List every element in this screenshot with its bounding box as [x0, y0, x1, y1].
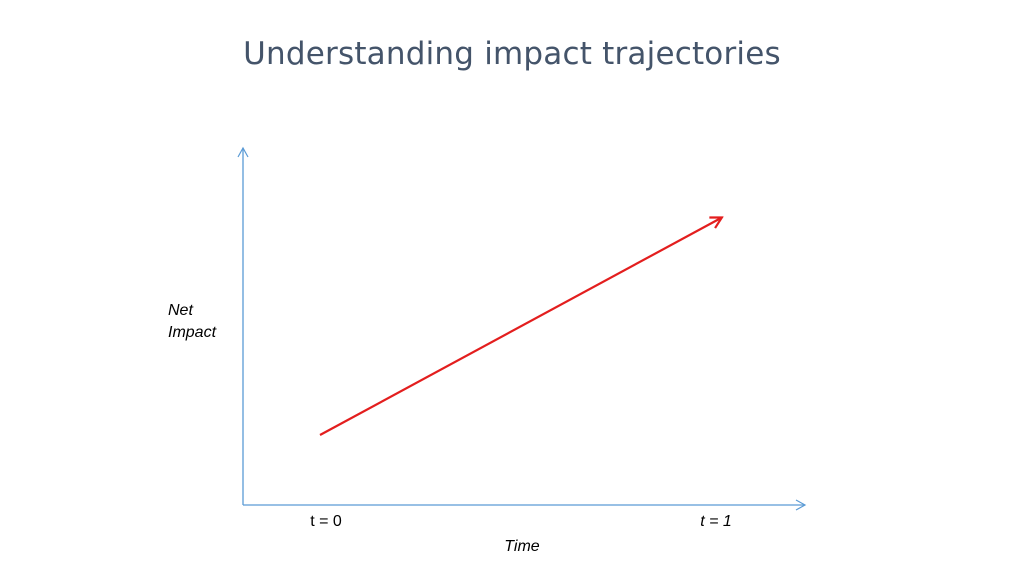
x-axis-label: Time [504, 538, 540, 555]
y-axis-label: Net Impact [168, 300, 238, 344]
slide-title: Understanding impact trajectories [243, 36, 781, 72]
impact-trajectory-arrow [319, 218, 721, 436]
tick-label-start: t = 0 [310, 513, 342, 530]
tick-label-end: t = 1 [700, 513, 732, 530]
y-axis-label-line1: Net [168, 302, 193, 319]
y-axis-label-line2: Impact [168, 324, 217, 341]
